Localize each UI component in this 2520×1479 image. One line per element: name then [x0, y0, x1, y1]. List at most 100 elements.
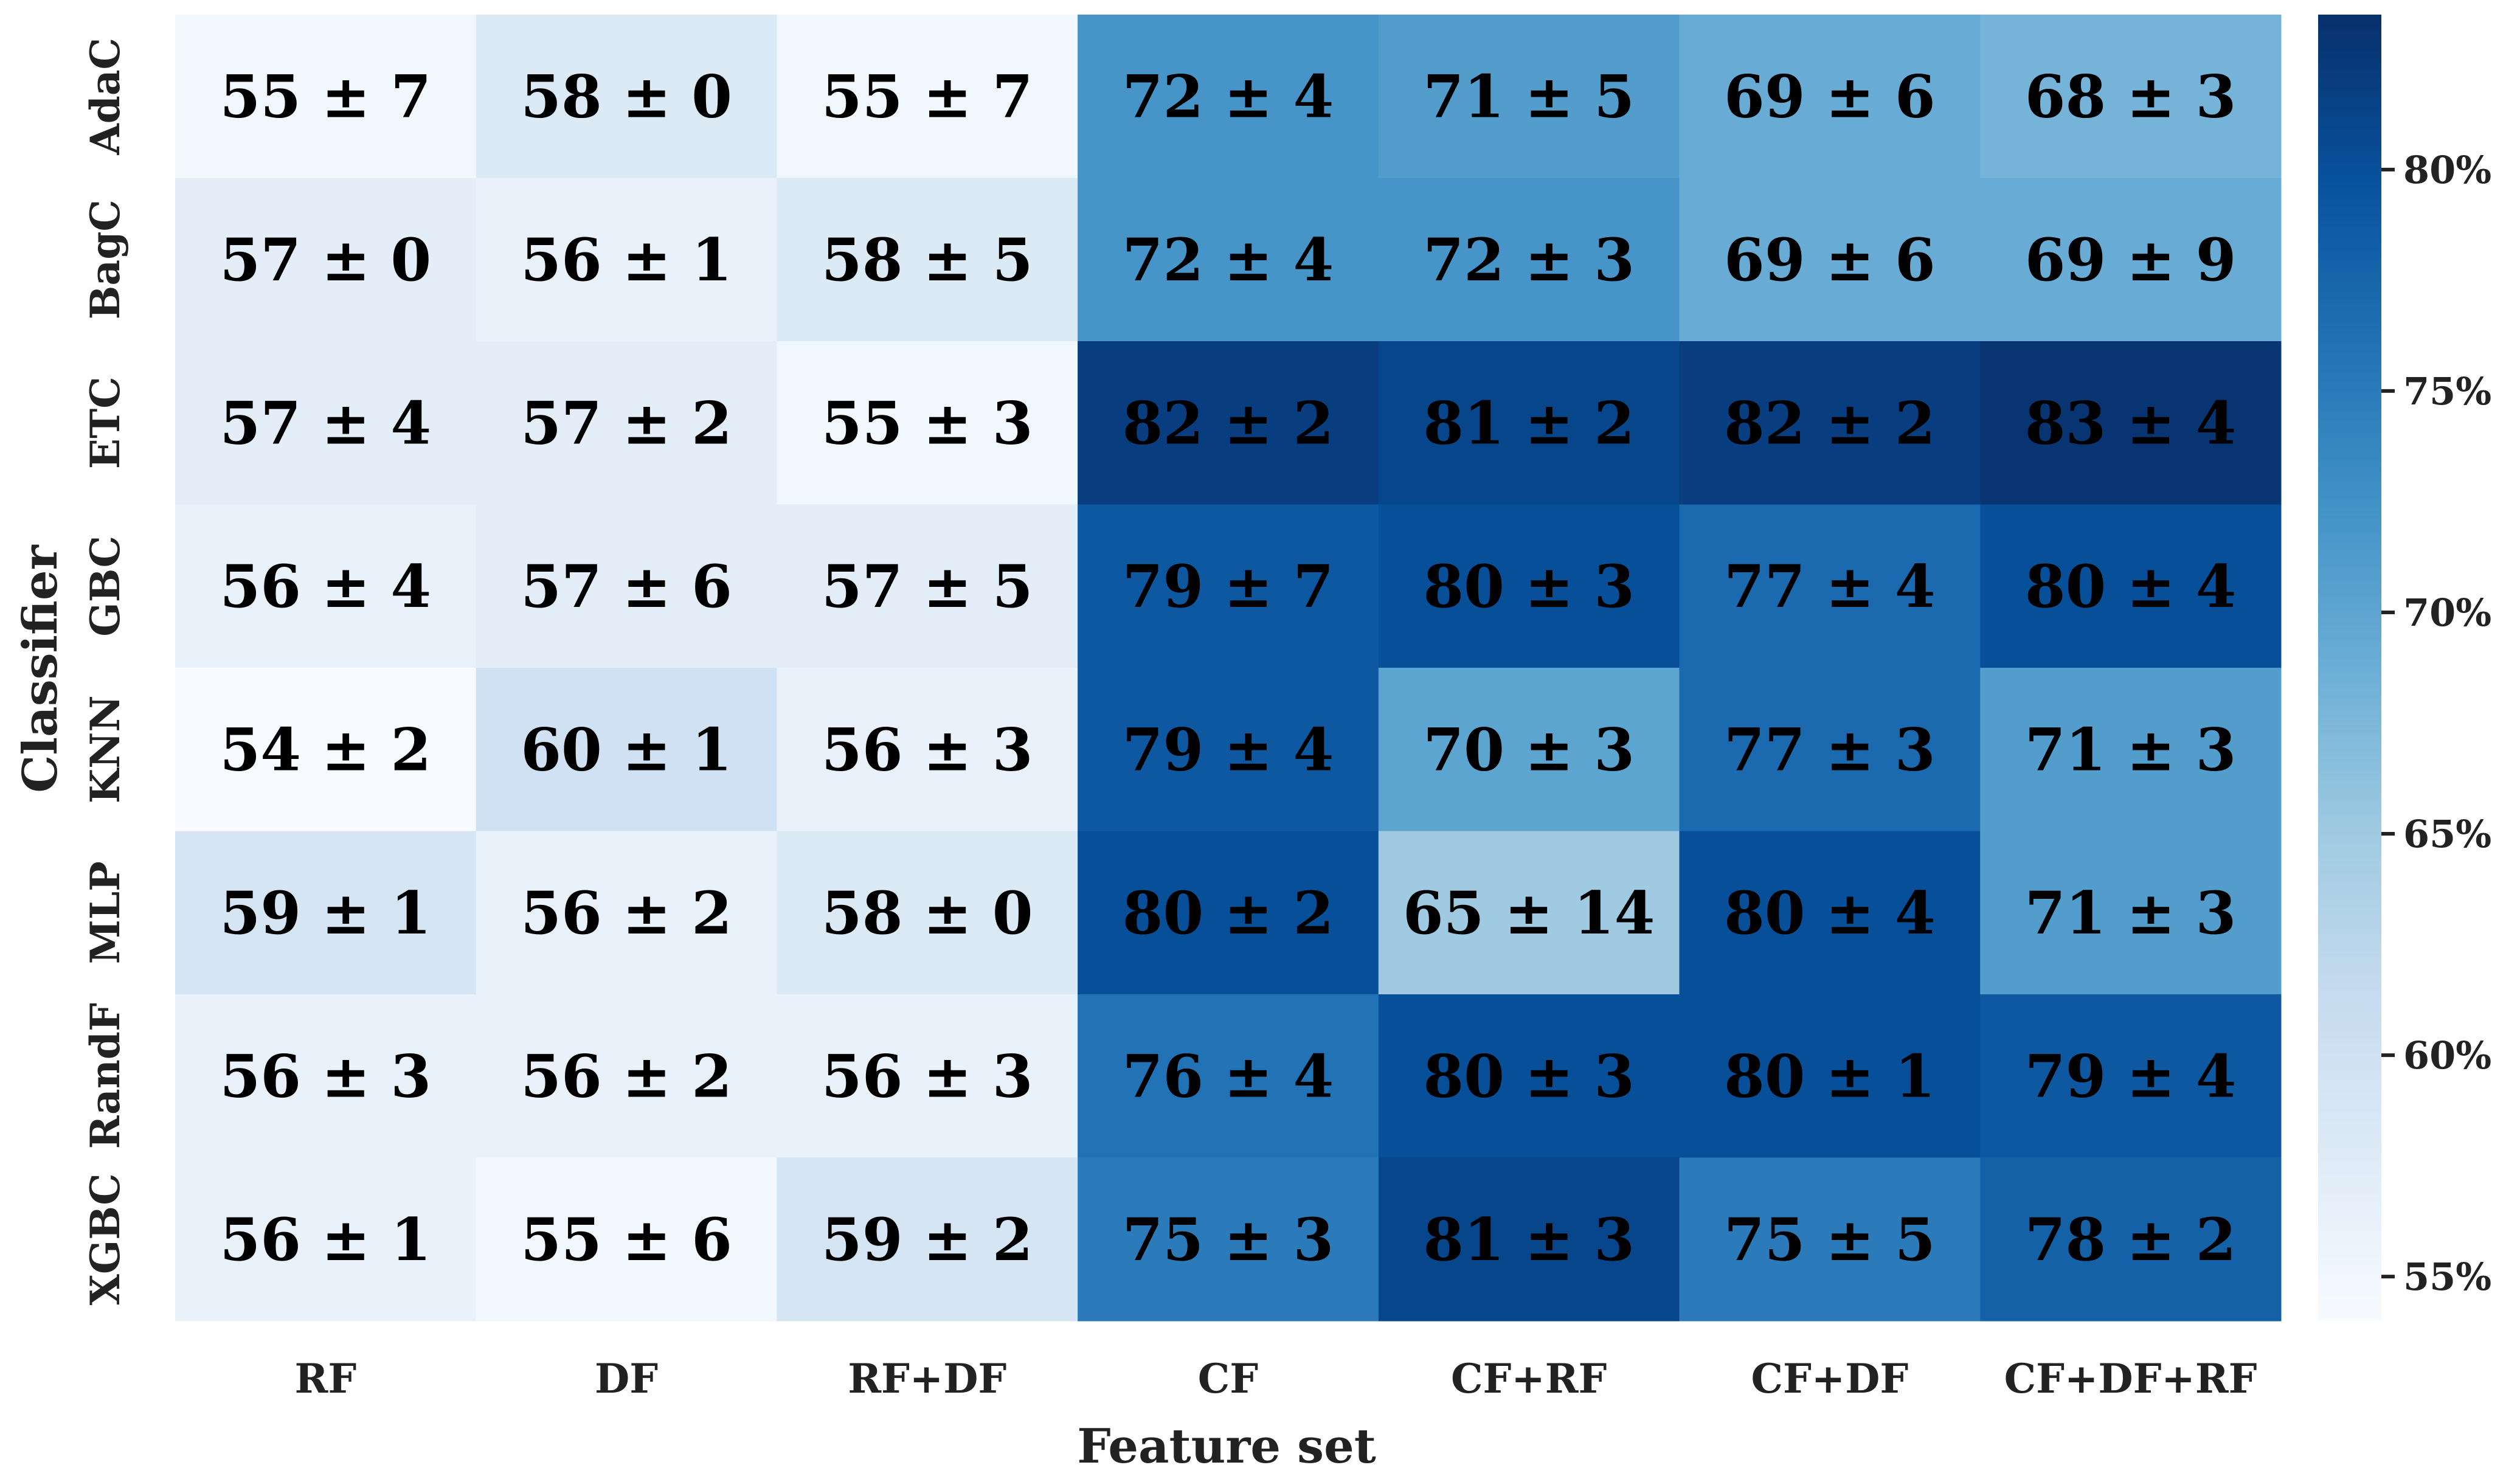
heatmap-cell [1378, 1157, 1680, 1321]
colorbar-tick-label: 60% [2403, 1033, 2491, 1078]
heatmap-cell [1679, 994, 1981, 1159]
cell-label: 55 ± 7 [220, 62, 432, 131]
x-tick-label: DF [595, 1355, 658, 1402]
heatmap-cell [1378, 994, 1680, 1159]
cell-label: 56 ± 3 [822, 715, 1033, 784]
y-tick-label: BagC [81, 199, 129, 319]
heatmap-cell [1679, 341, 1981, 505]
heatmap-cell [1378, 341, 1680, 505]
cell-label: 56 ± 3 [220, 1042, 432, 1110]
heatmap-cell [777, 994, 1078, 1159]
heatmap-cell [1378, 504, 1680, 668]
cell-label: 79 ± 7 [1123, 552, 1334, 621]
cell-label: 80 ± 4 [2025, 552, 2237, 621]
heatmap-cell [1378, 15, 1680, 179]
cell-label: 77 ± 4 [1724, 552, 1936, 621]
colorbar-tick-label: 80% [2403, 148, 2491, 192]
heatmap-cell [777, 178, 1078, 342]
cell-label: 79 ± 4 [1123, 715, 1334, 784]
heatmap-cell [476, 831, 777, 995]
heatmap-cell [175, 341, 477, 505]
heatmap-cell [1679, 668, 1981, 832]
cell-label: 56 ± 4 [220, 552, 432, 621]
x-tick-label: CF [1198, 1355, 1258, 1402]
cell-label: 83 ± 4 [2025, 389, 2237, 457]
heatmap-cell [1980, 1157, 2282, 1321]
cell-label: 71 ± 5 [1423, 62, 1635, 131]
y-tick-labels: AdaC BagC ETC GBC KNN MLP RandF XGBC [81, 38, 129, 1305]
cell-label: 80 ± 3 [1423, 552, 1635, 621]
cell-label: 75 ± 3 [1123, 1205, 1334, 1274]
heatmap-cell [777, 15, 1078, 179]
heatmap-cell [1679, 178, 1981, 342]
heatmap-cell [175, 668, 477, 832]
cell-label: 59 ± 1 [220, 879, 432, 947]
heatmap-cell [1078, 504, 1379, 668]
x-axis-label: Feature set [1077, 1419, 1376, 1474]
cell-label: 69 ± 6 [1724, 62, 1936, 131]
y-tick-label: GBC [81, 536, 129, 637]
cell-label: 58 ± 0 [822, 879, 1033, 947]
heatmap-cell [777, 504, 1078, 668]
cell-label: 79 ± 4 [2025, 1042, 2237, 1110]
heatmap-cell [1980, 668, 2282, 832]
colorbar-tick-label: 75% [2403, 369, 2491, 414]
cell-label: 71 ± 3 [2025, 879, 2237, 947]
cell-label: 71 ± 3 [2025, 715, 2237, 784]
cell-label: 69 ± 6 [1724, 226, 1936, 294]
heatmap-cell [175, 178, 477, 342]
cell-label: 58 ± 0 [521, 62, 732, 131]
heatmap-cell [476, 1157, 777, 1321]
cell-label: 55 ± 3 [822, 389, 1033, 457]
heatmap-cell [1078, 1157, 1379, 1321]
cell-label: 56 ± 3 [822, 1042, 1033, 1110]
cell-label: 77 ± 3 [1724, 715, 1936, 784]
cell-label: 59 ± 2 [822, 1205, 1033, 1274]
heatmap-cell [175, 504, 477, 668]
cell-label: 69 ± 9 [2025, 226, 2237, 294]
x-tick-label: RF+DF [848, 1355, 1006, 1402]
cell-label: 57 ± 0 [220, 226, 432, 294]
cell-label: 72 ± 4 [1123, 226, 1334, 294]
heatmap-cell [175, 1157, 477, 1321]
cell-label: 82 ± 2 [1724, 389, 1936, 457]
y-tick-label: ETC [81, 376, 129, 469]
heatmap-cell [175, 994, 477, 1159]
y-tick-label: RandF [81, 1003, 129, 1149]
cell-label: 70 ± 3 [1423, 715, 1635, 784]
heatmap-cell [777, 668, 1078, 832]
heatmap-cell [476, 668, 777, 832]
heatmap-cell [1679, 15, 1981, 179]
heatmap-cell [1078, 15, 1379, 179]
cell-label: 56 ± 2 [521, 1042, 732, 1110]
cell-label: 80 ± 4 [1724, 879, 1936, 947]
cell-label: 80 ± 1 [1724, 1042, 1936, 1110]
cell-label: 56 ± 1 [521, 226, 732, 294]
cell-label: 72 ± 3 [1423, 226, 1635, 294]
heatmap-cell [1078, 178, 1379, 342]
cell-label: 80 ± 2 [1123, 879, 1334, 947]
heatmap-cell [476, 178, 777, 342]
heatmap-cell [476, 15, 777, 179]
cell-label: 60 ± 1 [521, 715, 732, 784]
colorbar-gradient [2318, 15, 2381, 1321]
cell-label: 72 ± 4 [1123, 62, 1334, 131]
colorbar-tick-label: 55% [2403, 1255, 2491, 1299]
heatmap-cell [1378, 178, 1680, 342]
heatmap-cell [777, 1157, 1078, 1321]
heatmap-cell [777, 831, 1078, 995]
cell-label: 58 ± 5 [822, 226, 1033, 294]
heatmap-cell [1980, 994, 2282, 1159]
heatmap-cell [1679, 504, 1981, 668]
x-tick-label: CF+RF [1451, 1355, 1607, 1402]
heatmap-cell [1980, 341, 2282, 505]
heatmap-cell [476, 504, 777, 668]
cell-label: 68 ± 3 [2025, 62, 2237, 131]
colorbar: 55% 60% 65% 70% 75% 80% [2318, 15, 2491, 1321]
heatmap-cell [1078, 994, 1379, 1159]
cell-label: 65 ± 14 [1403, 879, 1655, 947]
colorbar-tick-label: 70% [2403, 591, 2491, 635]
heatmap-cells: 55 ± 7 58 ± 0 55 ± 7 72 ± 4 71 ± 5 69 ± 6 68 ±… [175, 15, 2282, 1321]
heatmap-cell [1980, 831, 2282, 995]
